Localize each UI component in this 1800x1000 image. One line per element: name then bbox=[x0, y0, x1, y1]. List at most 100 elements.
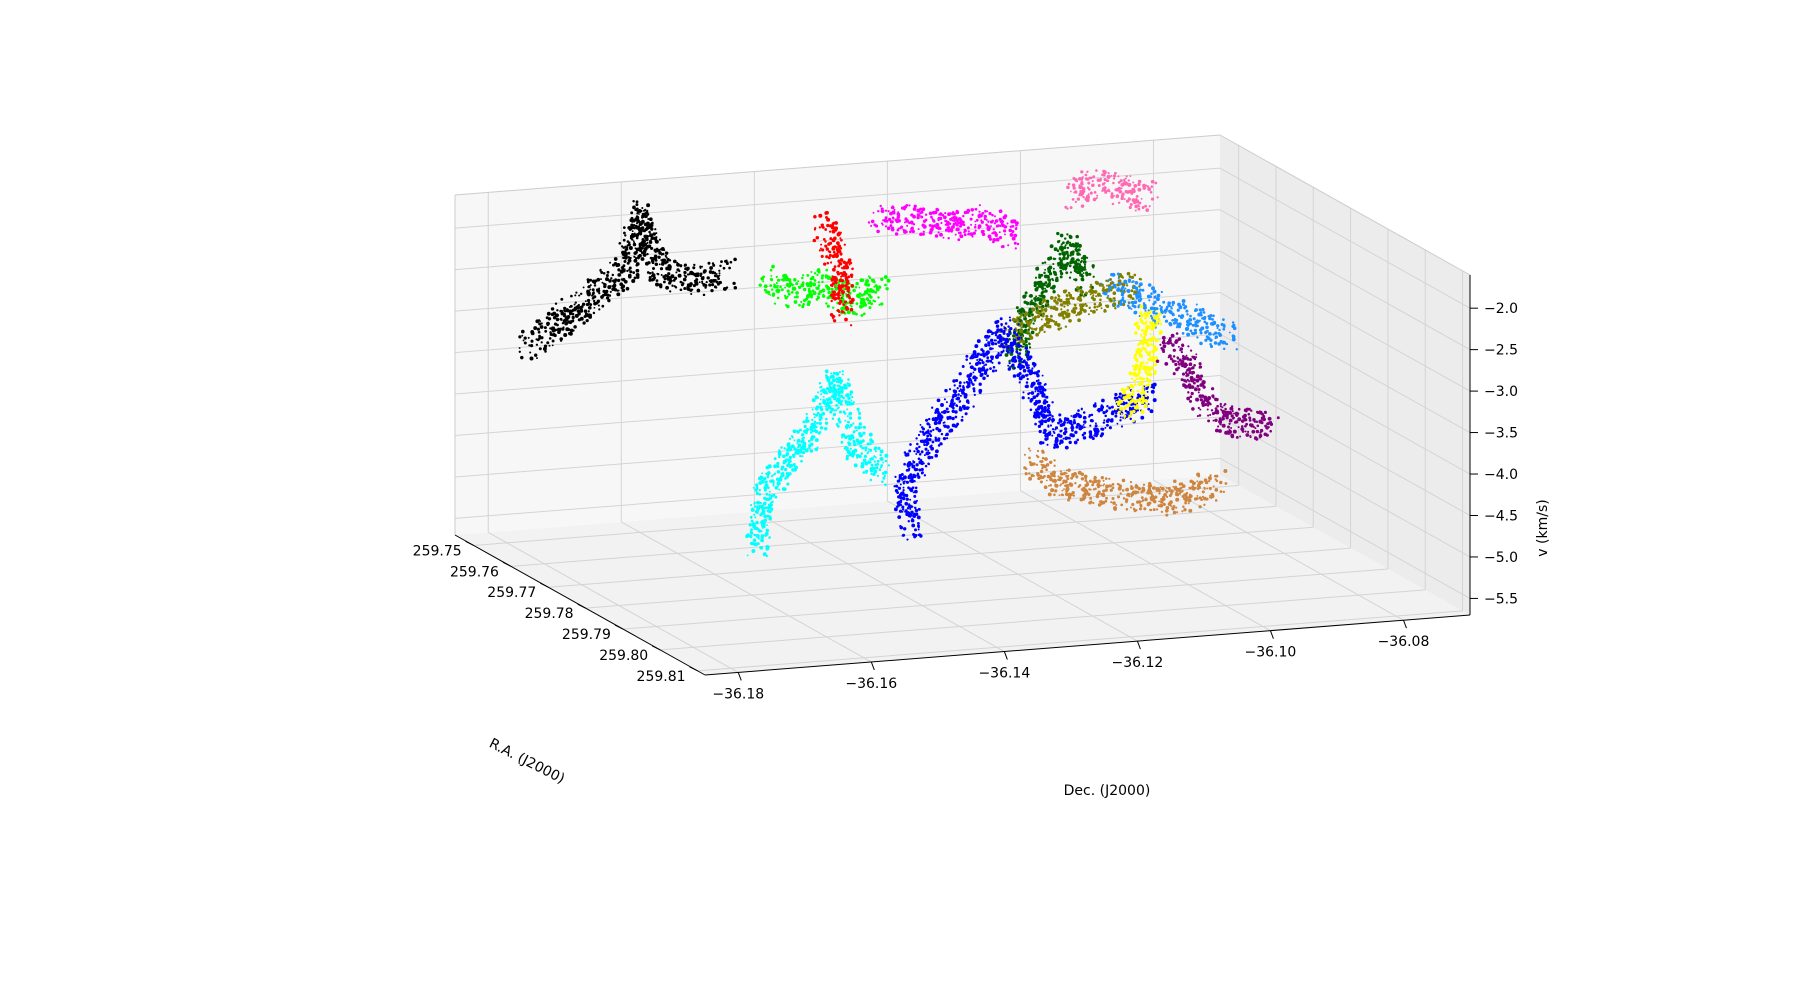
data-point bbox=[1140, 496, 1144, 500]
data-point bbox=[1205, 325, 1209, 330]
data-point bbox=[1128, 371, 1133, 376]
data-point bbox=[826, 286, 831, 291]
data-point bbox=[999, 353, 1003, 357]
data-point bbox=[1150, 197, 1155, 201]
data-point bbox=[961, 365, 965, 368]
data-point bbox=[829, 386, 833, 391]
data-point bbox=[753, 501, 757, 504]
data-point bbox=[811, 408, 814, 411]
data-point bbox=[839, 258, 844, 262]
data-point bbox=[1209, 343, 1212, 346]
data-point bbox=[1009, 232, 1014, 237]
data-point bbox=[1107, 279, 1110, 282]
data-point bbox=[1046, 443, 1049, 446]
data-point bbox=[1018, 329, 1023, 333]
data-point bbox=[844, 445, 848, 449]
data-point bbox=[612, 283, 617, 288]
data-point bbox=[1044, 289, 1047, 292]
data-point bbox=[1054, 483, 1057, 486]
data-point bbox=[867, 293, 872, 297]
data-point bbox=[1199, 341, 1203, 346]
data-point bbox=[1122, 298, 1125, 301]
z-gridline bbox=[454, 416, 1221, 478]
data-point bbox=[855, 438, 860, 443]
data-point bbox=[797, 443, 802, 448]
data-point bbox=[1064, 484, 1067, 488]
data-point bbox=[548, 337, 552, 340]
data-point bbox=[557, 328, 562, 333]
data-point bbox=[716, 282, 720, 286]
data-point bbox=[1198, 308, 1202, 312]
data-point bbox=[1053, 464, 1056, 467]
data-point bbox=[1027, 328, 1031, 331]
data-point bbox=[1039, 480, 1043, 484]
data-point bbox=[1154, 363, 1158, 367]
data-point bbox=[1002, 331, 1006, 335]
data-point bbox=[1123, 288, 1126, 291]
data-point bbox=[1054, 296, 1057, 300]
data-point bbox=[1142, 390, 1146, 394]
data-point bbox=[752, 486, 755, 489]
data-point bbox=[1069, 260, 1074, 265]
data-point bbox=[1065, 300, 1070, 305]
data-point bbox=[987, 343, 991, 347]
data-point bbox=[947, 226, 951, 230]
data-point bbox=[1073, 440, 1078, 445]
data-point bbox=[1044, 287, 1047, 290]
data-point bbox=[836, 232, 841, 237]
data-point bbox=[993, 231, 997, 235]
data-point bbox=[1027, 447, 1031, 450]
data-point bbox=[945, 407, 949, 411]
data-point bbox=[866, 287, 869, 291]
data-point bbox=[1131, 304, 1134, 307]
data-point bbox=[995, 355, 998, 358]
data-point bbox=[1004, 322, 1008, 325]
data-point bbox=[1074, 260, 1078, 264]
data-point bbox=[800, 459, 803, 463]
data-point bbox=[1015, 306, 1019, 310]
data-point bbox=[1038, 420, 1041, 423]
data-point bbox=[801, 276, 804, 280]
data-point bbox=[831, 379, 835, 382]
data-point bbox=[644, 208, 647, 212]
data-point bbox=[936, 398, 941, 403]
data-point bbox=[974, 220, 977, 223]
data-point bbox=[1149, 310, 1152, 312]
data-point bbox=[579, 316, 584, 321]
data-point bbox=[609, 290, 612, 293]
data-point bbox=[812, 424, 816, 429]
data-point bbox=[616, 289, 619, 292]
data-point bbox=[844, 261, 848, 266]
data-point bbox=[1127, 306, 1131, 310]
data-point bbox=[868, 301, 872, 304]
data-point bbox=[1140, 409, 1145, 414]
data-point bbox=[1196, 472, 1201, 477]
data-point bbox=[535, 338, 538, 341]
data-point bbox=[1120, 503, 1124, 507]
data-point bbox=[1018, 339, 1022, 344]
data-point bbox=[788, 472, 792, 476]
data-point bbox=[1138, 294, 1142, 299]
data-point bbox=[929, 434, 933, 438]
data-point bbox=[641, 206, 644, 210]
data-point bbox=[1129, 296, 1133, 299]
data-point bbox=[1077, 409, 1080, 412]
data-point bbox=[1180, 491, 1183, 493]
data-point bbox=[765, 492, 769, 496]
data-point bbox=[693, 263, 696, 267]
data-point bbox=[954, 415, 958, 419]
data-point bbox=[838, 261, 843, 266]
data-point bbox=[1149, 190, 1153, 194]
data-point bbox=[868, 306, 872, 310]
data-point bbox=[1148, 205, 1151, 208]
data-point bbox=[1155, 297, 1160, 302]
data-point bbox=[1142, 483, 1146, 486]
data-point bbox=[814, 447, 819, 452]
data-point bbox=[977, 213, 982, 218]
data-point bbox=[1168, 494, 1172, 498]
data-point bbox=[1060, 243, 1063, 246]
data-point bbox=[832, 317, 835, 320]
data-point bbox=[1054, 278, 1059, 283]
data-point bbox=[1142, 303, 1147, 308]
data-point bbox=[849, 447, 852, 450]
